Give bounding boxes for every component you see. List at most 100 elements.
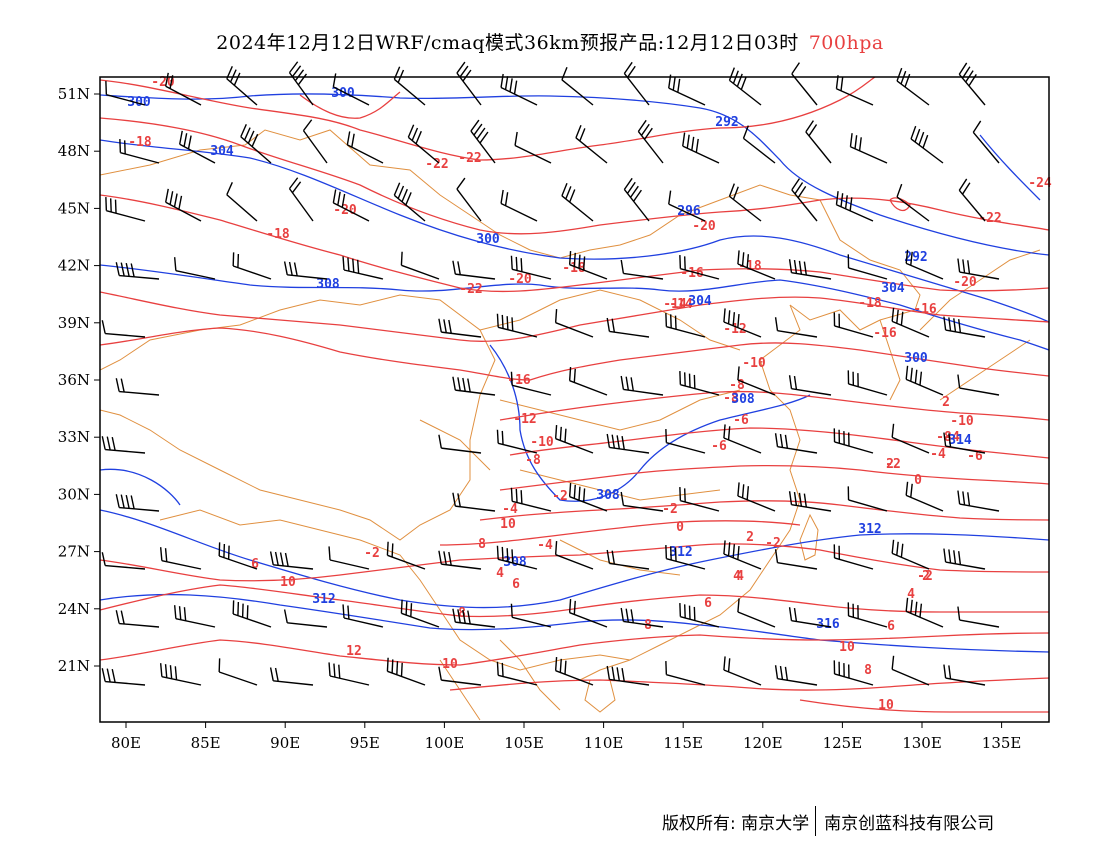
wind-barb — [514, 131, 552, 164]
taiwan-island — [799, 513, 819, 561]
wind-barb — [620, 259, 664, 280]
temperature-label: -18 — [858, 296, 882, 311]
temperature-label: -2 — [552, 489, 568, 504]
wind-barb — [561, 66, 594, 106]
wind-barb — [496, 313, 538, 338]
wind-barb — [510, 371, 552, 396]
height-label: 300 — [127, 95, 151, 110]
temperature-label: -18 — [266, 227, 290, 242]
wind-barb — [737, 250, 776, 280]
copyright-footer: 版权所有: 南京大学 南京创蓝科技有限公司 — [662, 806, 995, 839]
y-tick-label: 36N — [58, 371, 90, 389]
wind-barb — [105, 197, 146, 222]
wind-barb — [302, 119, 328, 164]
x-tick-label: 115E — [663, 734, 703, 752]
wind-barb — [400, 251, 440, 280]
wind-barb — [958, 62, 986, 106]
wind-barb — [606, 433, 650, 454]
temperature-label: 6 — [512, 577, 520, 592]
temperature-label: 2 — [922, 569, 930, 584]
height-label: 296 — [677, 204, 701, 219]
wind-barb — [346, 131, 384, 164]
height-label: 300 — [904, 351, 928, 366]
wind-barb — [283, 261, 328, 280]
wind-barb — [668, 190, 706, 222]
wind-barb — [115, 262, 160, 280]
wind-barb — [438, 434, 482, 454]
wind-barb — [240, 124, 272, 164]
wind-barb — [452, 376, 496, 396]
wind-barb — [164, 188, 202, 222]
temperature-label: 10 — [280, 575, 296, 590]
height-label: 304 — [881, 281, 905, 296]
wind-barb — [288, 61, 314, 106]
wind-barb — [101, 320, 146, 338]
temperature-label: -6 — [711, 439, 727, 454]
temperature-label: 4 — [736, 569, 744, 584]
height-label: 300 — [331, 86, 355, 101]
wind-barb — [623, 177, 650, 222]
temperature-labels: -20-18-20-22 -22-18-20-18-22-20-18-16-18-… — [128, 75, 1052, 713]
temperature-label: -12 — [513, 412, 536, 427]
wind-barb — [568, 599, 608, 628]
temperature-label: -18 — [738, 259, 762, 274]
temperature-label: -14 — [669, 297, 693, 312]
wind-barb — [568, 483, 608, 512]
wind-barb — [452, 492, 496, 512]
temperature-label: 8 — [458, 606, 466, 621]
temperature-label: -4 — [944, 430, 960, 445]
wind-barb — [847, 370, 888, 396]
height-label: 312 — [669, 545, 692, 560]
company-name: 南京创蓝科技有限公司 — [824, 814, 995, 834]
wind-barb — [620, 607, 664, 628]
x-tick-label: 95E — [350, 734, 380, 752]
temperature-label: 6 — [251, 557, 259, 572]
temperature-label: 0 — [676, 520, 684, 535]
temperature-label: -10 — [742, 356, 766, 371]
wind-barb — [456, 61, 482, 106]
x-tick-label: 110E — [584, 734, 624, 752]
wind-barb — [833, 312, 874, 338]
height-label: 292 — [904, 250, 927, 265]
map-frame — [99, 76, 1050, 723]
height-contours — [100, 93, 1049, 653]
temperature-label: -2 — [765, 536, 781, 551]
wind-barb — [328, 546, 370, 570]
temperature-label: -2 — [364, 546, 380, 561]
temperature-label: -20 — [151, 75, 175, 90]
y-tick-label: 24N — [58, 600, 90, 618]
temperature-label: -16 — [507, 373, 531, 388]
y-tick-label: 21N — [58, 657, 90, 675]
wind-barb — [438, 318, 482, 338]
temperature-label: 12 — [346, 644, 362, 659]
temperature-label: 4 — [496, 566, 504, 581]
temperature-label: -2 — [662, 502, 678, 517]
wind-barb — [332, 189, 370, 222]
wind-barb — [728, 67, 762, 106]
y-tick-label: 45N — [58, 199, 90, 217]
wind-barb — [119, 139, 160, 164]
wind-barb — [620, 375, 664, 396]
title-main: 2024年12月12日WRF/cmaq模式36km预报产品:12月12日03时 — [216, 32, 799, 54]
wind-barb — [606, 317, 650, 338]
wind-barb — [742, 125, 776, 164]
wind-barb — [620, 491, 664, 512]
temperature-label: -14 — [663, 297, 687, 312]
height-label: 312 — [312, 592, 335, 607]
china-border — [100, 129, 921, 331]
wind-barb — [510, 487, 552, 512]
wind-barb — [728, 183, 762, 222]
temperature-label: 8 — [478, 537, 486, 552]
temperature-label: -10 — [530, 435, 554, 450]
wind-barb — [788, 607, 832, 628]
temperature-label: -20 — [508, 272, 532, 287]
copyright-text: 版权所有: 南京大学 — [662, 814, 810, 834]
temperature-label: -6 — [733, 413, 749, 428]
wind-barb — [159, 663, 202, 686]
wind-barb — [679, 255, 720, 280]
temperature-label: 10 — [878, 698, 894, 713]
height-label: 308 — [503, 555, 527, 570]
temperature-label: -8 — [525, 453, 541, 468]
temperature-label: -2 — [917, 569, 933, 584]
wind-barb — [575, 124, 608, 164]
